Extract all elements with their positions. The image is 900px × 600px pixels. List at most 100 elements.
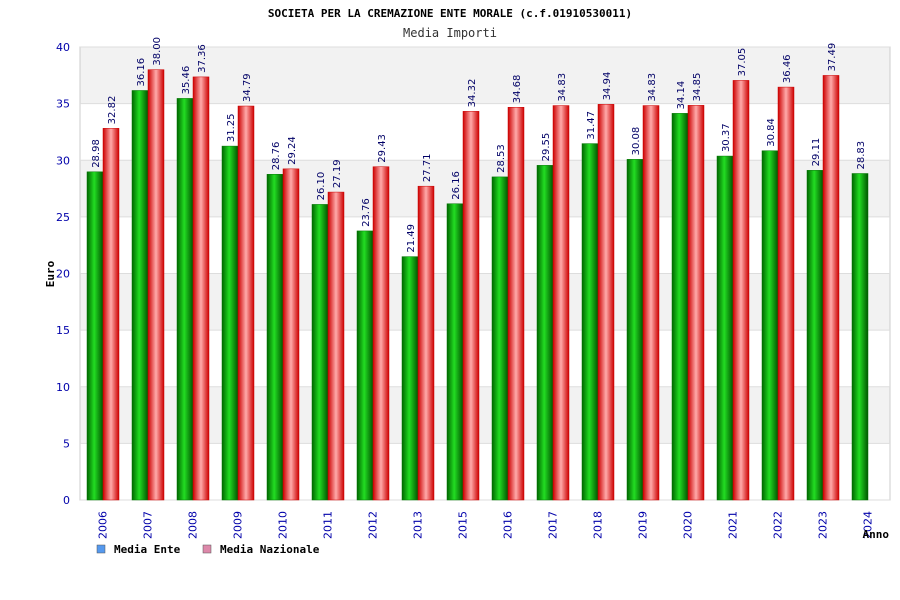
bar-media-ente: [86, 171, 104, 501]
x-tick-label: 2009: [232, 511, 245, 539]
bar-media-ente: [176, 98, 194, 501]
plot-band: [80, 47, 890, 104]
bar-media-nazionale: [102, 128, 120, 501]
x-tick-label: 2021: [727, 511, 740, 539]
y-tick-label: 5: [63, 437, 70, 450]
bar-media-ente: [716, 155, 734, 501]
bar-media-nazionale: [192, 76, 210, 501]
data-label: 28.76: [271, 142, 282, 171]
y-axis-label: Euro: [44, 260, 57, 287]
x-tick-label: 2018: [592, 511, 605, 539]
bar-media-ente: [446, 203, 464, 501]
data-label: 28.53: [496, 144, 507, 173]
data-label: 38.00: [152, 37, 163, 66]
plot-band: [80, 216, 890, 274]
data-label: 27.71: [422, 154, 433, 183]
data-label: 29.55: [541, 133, 552, 162]
bar-media-nazionale: [237, 105, 255, 501]
bar-media-ente: [581, 143, 599, 501]
bar-media-nazionale: [327, 191, 345, 501]
bar-media-nazionale: [732, 80, 750, 501]
legend: Media Ente Media Nazionale: [96, 543, 320, 556]
data-label: 34.94: [602, 72, 613, 101]
bar-media-nazionale: [597, 104, 615, 501]
data-label: 31.25: [226, 113, 237, 142]
bar-media-ente: [221, 145, 239, 501]
x-tick-label: 2022: [772, 511, 785, 539]
data-label: 34.85: [692, 73, 703, 102]
data-label: 34.14: [676, 81, 687, 110]
data-labels: 28.98 32.82 36.16 38.00 35.46 37.36 31.25 34.79…: [91, 37, 867, 253]
bar-media-nazionale: [687, 105, 705, 501]
plot-band: [80, 160, 890, 217]
data-label: 30.08: [631, 127, 642, 156]
plot-band: [80, 386, 890, 444]
x-tick-label: 2008: [187, 511, 200, 539]
legend-label: Media Ente: [114, 543, 181, 556]
y-axis-ticks: 0 5 10 15 20 25 30 35 40: [56, 41, 70, 507]
data-label: 34.68: [512, 75, 523, 104]
bar-media-ente: [266, 174, 284, 501]
bar-media-nazionale: [642, 105, 660, 501]
plot-background: [79, 46, 891, 501]
y-tick-label: 15: [56, 324, 70, 337]
x-tick-label: 2017: [547, 511, 560, 539]
data-label: 31.47: [586, 111, 597, 140]
bars: [86, 69, 869, 501]
bar-media-nazionale: [462, 111, 480, 501]
x-tick-label: 2020: [682, 511, 695, 539]
bar-media-nazionale: [822, 75, 840, 501]
x-tick-label: 2023: [817, 511, 830, 539]
legend-swatch: [202, 544, 212, 554]
data-label: 32.82: [107, 96, 118, 125]
y-tick-label: 40: [56, 41, 70, 54]
data-label: 37.49: [827, 43, 838, 72]
bar-media-nazionale: [552, 105, 570, 501]
x-axis-ticks: 2006 2007 2008 2009 2010 2011 2012 2013 2015 2016…: [97, 511, 875, 539]
data-label: 36.46: [782, 54, 793, 83]
data-label: 23.76: [361, 198, 372, 227]
bar-media-nazionale: [417, 185, 435, 501]
x-tick-label: 2010: [277, 511, 290, 539]
y-tick-label: 25: [56, 211, 70, 224]
legend-swatch: [96, 544, 106, 554]
data-label: 30.37: [721, 123, 732, 152]
plot-band: [80, 103, 890, 161]
data-label: 29.11: [811, 138, 822, 167]
x-tick-label: 2006: [97, 511, 110, 539]
bar-media-ente: [131, 90, 149, 501]
plot-band: [80, 330, 890, 387]
chart-title: SOCIETA PER LA CREMAZIONE ENTE MORALE (c…: [268, 7, 632, 20]
bar-media-nazionale: [372, 166, 390, 501]
x-tick-label: 2019: [637, 511, 650, 539]
x-tick-label: 2007: [142, 511, 155, 539]
data-label: 36.16: [136, 58, 147, 87]
data-label: 28.83: [856, 141, 867, 170]
x-tick-label: 2015: [457, 511, 470, 539]
bar-media-ente: [671, 113, 689, 501]
bar-media-ente: [761, 150, 779, 501]
data-label: 28.98: [91, 139, 102, 168]
data-label: 21.49: [406, 224, 417, 253]
data-label: 27.19: [332, 159, 343, 188]
x-tick-label: 2011: [322, 511, 335, 539]
bar-media-ente: [536, 165, 554, 501]
y-tick-label: 30: [56, 154, 70, 167]
x-tick-label: 2016: [502, 511, 515, 539]
bar-media-ente: [491, 176, 509, 501]
bar-media-ente: [806, 170, 824, 501]
bar-media-nazionale: [147, 69, 165, 501]
x-tick-label: 2024: [862, 511, 875, 539]
bar-media-ente: [356, 230, 374, 501]
plot-band: [80, 443, 890, 500]
data-label: 26.16: [451, 171, 462, 200]
data-label: 30.84: [766, 118, 777, 147]
data-label: 29.24: [287, 136, 298, 165]
bar-media-ente: [311, 204, 329, 501]
data-label: 26.10: [316, 172, 327, 201]
data-label: 34.79: [242, 73, 253, 102]
x-tick-label: 2013: [412, 511, 425, 539]
bar-media-nazionale: [282, 168, 300, 501]
bar-media-nazionale: [777, 86, 795, 501]
